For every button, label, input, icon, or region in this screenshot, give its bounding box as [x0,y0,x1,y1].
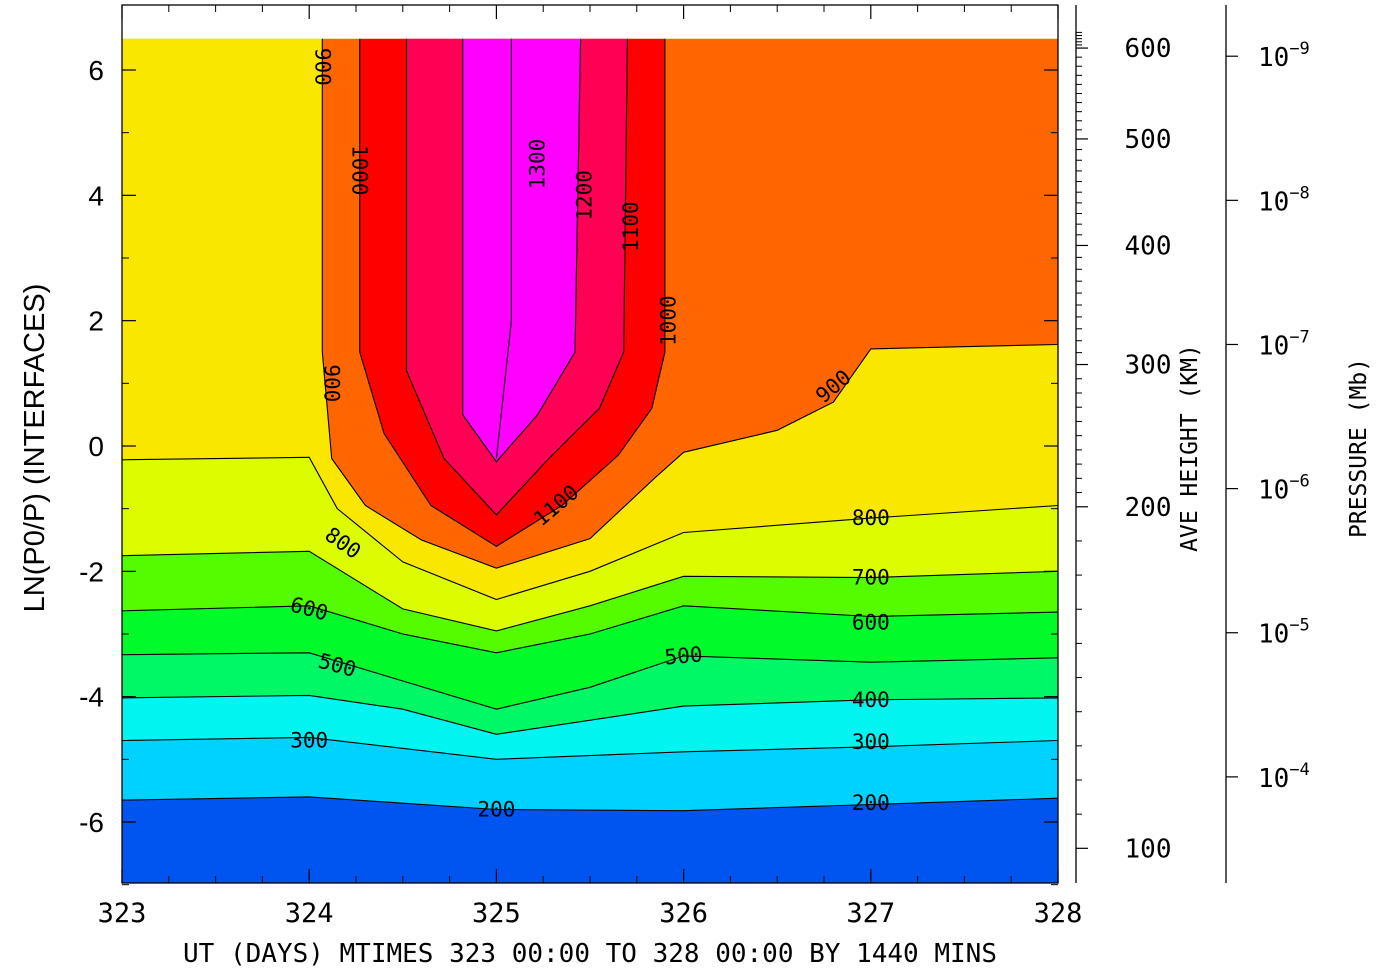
contour-line-600 [122,605,1058,654]
height-axis-label: AVE HEIGHT (KM) [1177,344,1203,552]
contour-label: 1100 [619,201,643,252]
contour-label: 1300 [526,139,550,190]
contour-line-1100 [405,38,628,516]
contour-label: 500 [664,642,704,669]
contour-line-900 [321,38,1058,569]
contour-label: 1200 [572,170,596,221]
y-tick-label: -2 [79,556,104,587]
x-tick-label: 326 [659,898,708,929]
y-tick-label: 6 [88,55,104,86]
y-axis-label: LN(P0/P) (INTERFACES) [19,284,51,613]
contour-line-400 [122,694,1058,735]
contour-label: 700 [852,566,890,590]
y-tick-label: 4 [88,180,104,211]
pressure-tick-label: 10−9 [1258,39,1310,73]
pressure-tick-label: 10−6 [1258,472,1310,506]
y-tick-label: 0 [88,431,104,462]
contour-line-500 [122,652,1058,710]
contour-label: 1000 [657,295,681,346]
contour-line-700 [122,550,1058,632]
height-tick-label: 200 [1125,493,1172,523]
height-tick-label: 300 [1125,351,1172,381]
y-tick-label: 2 [88,306,104,337]
x-tick-label: 323 [98,898,147,929]
contour-label: 600 [852,611,890,635]
contour-line-300 [122,736,1058,760]
y-axis: 6 4 2 0 -2 -4 -6 [79,55,1058,886]
contour-fills [122,5,1058,883]
x-tick-label: 325 [472,898,521,929]
contour-line-1200 [462,38,582,463]
contour-label: 300 [852,730,890,754]
x-axis-label: UT (DAYS) MTIMES 323 00:00 TO 328 00:00 … [183,939,997,969]
x-axis: 323 324 325 326 327 328 [98,5,1083,929]
height-tick-label: 400 [1125,231,1172,261]
pressure-tick-label: 10−5 [1258,616,1310,650]
contour-line-200 [122,796,1058,812]
y-tick-label: -6 [79,807,104,838]
height-axis: 600 500 400 300 200 100 [1075,5,1172,883]
contour-label: 800 [852,506,890,530]
contour-label: 200 [477,797,515,821]
contour-line-1300 [495,38,512,459]
contour-label: 900 [310,48,334,86]
contour-lines [122,38,1058,812]
contour-line-800 [122,456,1058,601]
pressure-axis-label: PRESSURE (Mb) [1346,358,1372,538]
contour-label: 200 [852,791,890,815]
pressure-tick-label: 10−7 [1258,327,1310,361]
pressure-tick-label: 10−8 [1258,183,1310,217]
pressure-tick-label: 10−4 [1258,760,1310,794]
height-tick-label: 500 [1125,125,1172,155]
y-tick-label: -4 [79,682,104,713]
band-above-1200 [462,38,581,462]
x-tick-label: 324 [285,898,334,929]
x-tick-label: 328 [1034,898,1083,929]
contour-label: 1000 [348,145,372,196]
contour-line-1000 [359,38,666,547]
pressure-axis: 10−9 10−8 10−7 10−6 10−5 10−4 [1225,5,1310,883]
height-tick-label: 100 [1125,834,1172,864]
height-tick-label: 600 [1125,34,1172,64]
contour-label: 900 [320,364,344,402]
x-tick-label: 327 [846,898,895,929]
contour-label: 400 [852,688,890,712]
contour-label: 300 [290,729,328,753]
